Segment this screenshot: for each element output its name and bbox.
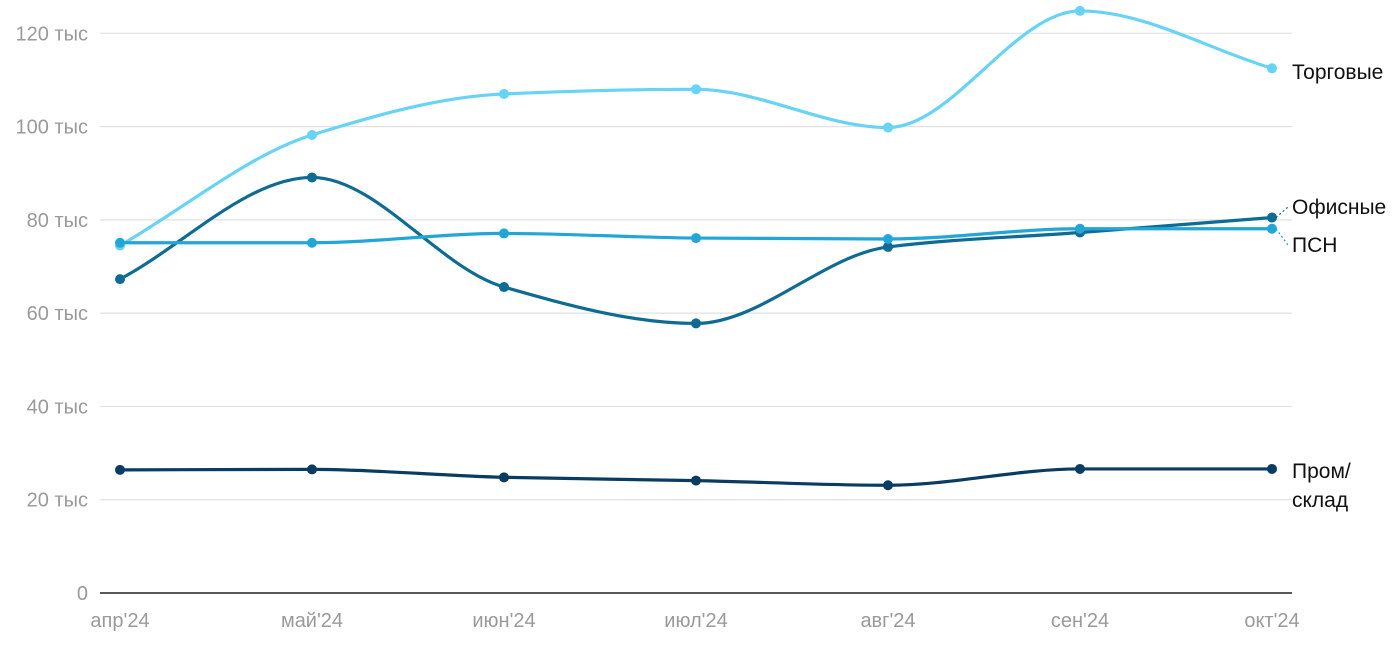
series-1-point: [1267, 63, 1277, 74]
series-3-point: [1267, 223, 1277, 234]
series-2-point: [499, 282, 509, 293]
series-3-point: [499, 228, 509, 239]
x-tick-label: май'24: [281, 610, 343, 632]
series-2-point: [115, 274, 125, 285]
x-tick-label: июл'24: [664, 610, 727, 632]
series-4-point: [691, 475, 701, 486]
series-3-point: [691, 233, 701, 244]
series-2-line: [118, 175, 1274, 326]
y-tick-label: 40 тыс: [27, 396, 88, 418]
series-points: [115, 5, 1277, 491]
series-2-label: Офисные: [1292, 196, 1386, 219]
series-1-point: [499, 88, 509, 99]
series-2-point: [1267, 212, 1277, 223]
y-tick-label: 120 тыс: [16, 23, 88, 45]
series-1-label: Торговые: [1292, 61, 1383, 84]
series-1-point: [883, 122, 893, 133]
series-4-point: [883, 480, 893, 491]
series-4-point: [115, 464, 125, 475]
series-2-label-leader: [1275, 206, 1289, 218]
series-2-point: [883, 241, 893, 252]
series-1-line: [118, 9, 1274, 248]
x-tick-label: апр'24: [90, 610, 149, 632]
x-tick-label: авг'24: [860, 610, 915, 632]
series-4-point: [1075, 463, 1085, 474]
y-tick-label: 20 тыс: [27, 490, 88, 512]
series-3-point: [307, 237, 317, 248]
series-1-point: [1075, 5, 1085, 16]
series-labels: Торговые Офисные ПСН Пром/склад: [1275, 61, 1386, 512]
series-3-point: [883, 234, 893, 245]
series-4-point: [307, 464, 317, 475]
x-tick-label: июн'24: [472, 610, 535, 632]
series-3-point: [115, 237, 125, 248]
series-1-point: [307, 129, 317, 140]
series-3-label-leader: [1275, 228, 1289, 246]
x-axis-tick-labels: апр'24 май'24 июн'24 июл'24 авг'24 сен'24 окт'…: [90, 610, 1299, 632]
series-3-point: [1075, 223, 1085, 234]
series-1-point: [691, 84, 701, 95]
y-tick-label: 100 тыс: [16, 117, 88, 139]
series-4-point: [499, 472, 509, 483]
series-3-label: ПСН: [1292, 234, 1337, 257]
series-2-point: [307, 172, 317, 183]
series-4-label: Пром/склад: [1292, 460, 1351, 512]
x-tick-label: окт'24: [1244, 610, 1299, 632]
y-tick-label: 60 тыс: [27, 303, 88, 325]
y-tick-label: 80 тыс: [27, 210, 88, 232]
series-4-point: [1267, 463, 1277, 474]
y-axis-tick-labels: 0 20 тыс 40 тыс 60 тыс 80 тыс 100 тыс 120 тыс: [16, 23, 88, 605]
series-2-point: [691, 318, 701, 329]
series-lines: [118, 9, 1274, 487]
grid-lines: [100, 32, 1292, 501]
y-tick-label: 0: [77, 583, 88, 605]
x-tick-label: сен'24: [1051, 610, 1109, 632]
